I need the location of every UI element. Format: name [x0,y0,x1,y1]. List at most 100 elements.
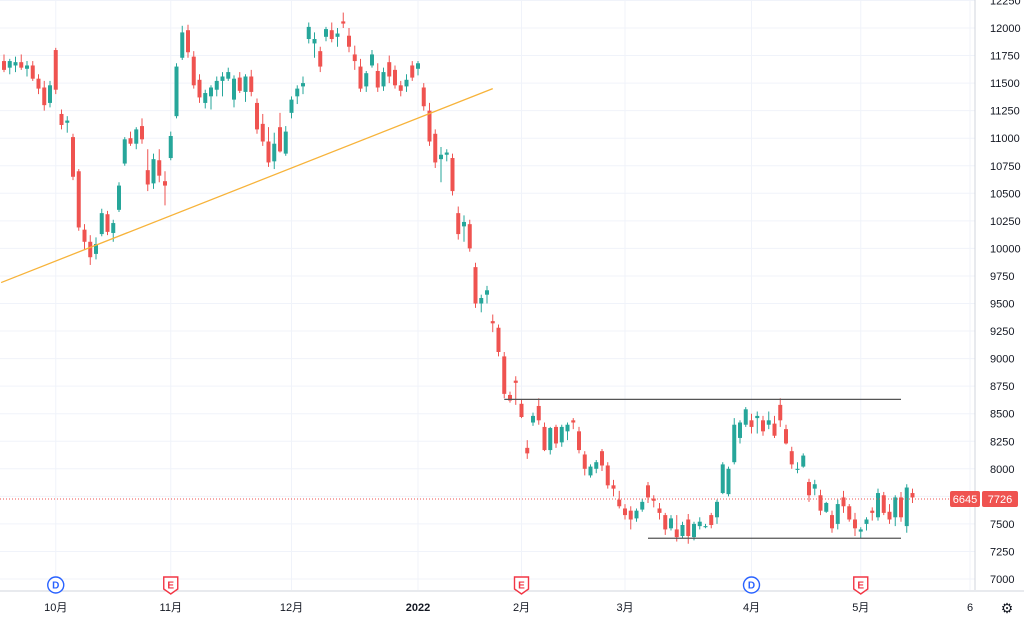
time-tick-label: 4月 [743,602,760,614]
candle [496,324,501,357]
trend-line[interactable] [0,88,493,284]
candle [381,67,386,91]
price-tick-label: 9750 [990,271,1014,283]
candle-body [485,290,489,295]
candle [686,513,691,544]
candle [358,58,363,92]
candle [634,508,639,522]
candle-body [404,79,409,87]
candle [289,96,294,119]
candle-body [531,415,535,423]
candle [703,523,708,529]
candle [128,131,133,146]
candle-body [554,426,558,444]
price-tick-label: 10750 [990,161,1021,173]
candle-body [272,143,277,162]
candle-body [577,431,581,451]
candle-body [128,138,133,144]
candle-body [329,30,334,40]
candle [841,490,846,513]
time-tick-label: 10月 [44,602,67,614]
earnings-marker[interactable]: E [163,576,179,595]
candle-body [910,493,915,498]
candle [795,462,800,474]
price-axis[interactable]: 12250 12000 11750 11500 11250 11000 10750 10500… [974,0,1021,590]
candle-body [312,39,317,44]
candle-body [387,62,392,77]
candle-body [462,221,466,227]
candle [237,72,242,94]
candle-body [249,76,254,92]
candle [13,56,18,73]
candle-body [226,72,231,79]
candle [421,83,426,111]
candle [623,504,627,520]
earnings-marker-shape [163,576,179,595]
candle [479,294,484,313]
earnings-marker[interactable]: E [853,576,869,595]
candle-body [697,521,702,527]
earnings-marker-shape [853,576,869,595]
time-axis[interactable]: 10月 11月 12月 2022 2月 3月 4月 5月 6 [0,590,1024,614]
candle-body [427,110,432,142]
candle-body [784,429,788,444]
candle-body [605,465,610,486]
candle [588,464,593,478]
candle [818,489,823,516]
candle-body [904,487,909,527]
candle [720,462,725,495]
candle-body [807,482,811,496]
candle [881,491,886,516]
dividend-marker[interactable]: D [742,576,761,594]
candle-body [117,185,121,210]
price-tick-label: 10000 [990,243,1021,255]
candle-body [370,54,374,66]
candle [513,376,518,405]
candle [772,415,777,438]
candle-body [289,99,294,113]
dividend-marker[interactable]: D [47,576,65,594]
candle-body [513,380,518,383]
candle [278,112,282,153]
candle-body [111,223,116,233]
candle-body [318,51,323,67]
candle [375,63,380,92]
last-price-label: 7726 [988,494,1012,506]
candle-body [761,420,765,432]
price-tick-label: 11500 [990,78,1020,90]
candle [232,75,236,108]
candle-body [766,420,771,425]
price-tick-label: 10500 [990,188,1021,200]
candle-body [19,62,24,68]
candle-body [582,454,587,469]
candle-body [496,327,501,352]
candle [628,506,633,530]
candle-body [421,87,426,107]
candle [117,182,121,213]
candle-body [858,529,863,532]
candle-body [163,181,167,186]
candle [490,314,495,333]
candle [36,74,41,95]
candle [548,426,553,455]
candle [220,72,225,97]
candle-body [410,65,415,78]
candle-body [623,508,627,516]
earnings-marker[interactable]: E [513,576,530,595]
gear-icon[interactable]: ⚙ [1000,600,1014,616]
candle [324,26,328,42]
dividend-marker-shape [742,576,761,594]
candle-body [352,54,357,62]
candle [260,113,265,146]
candle [450,153,455,196]
candle-body [594,462,599,469]
candle [617,490,622,509]
candle [485,285,489,304]
drawings[interactable] [0,88,975,539]
candle [295,85,300,105]
price-tick-label: 11250 [990,106,1020,118]
candle [462,215,466,242]
event-marker-letter: E [518,581,525,592]
